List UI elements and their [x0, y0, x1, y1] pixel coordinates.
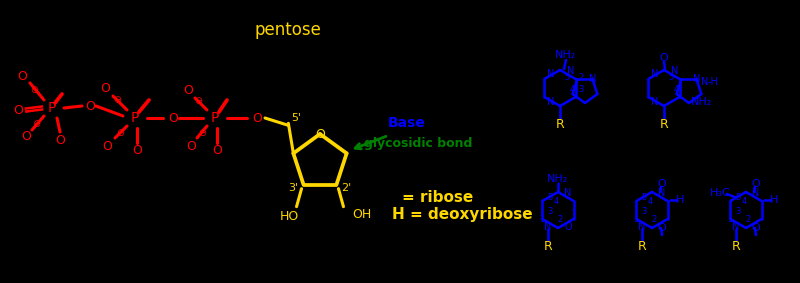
Text: O: O — [658, 179, 666, 189]
Text: 4: 4 — [647, 198, 653, 207]
Text: 2: 2 — [578, 74, 584, 83]
Text: O: O — [17, 70, 27, 83]
Text: P: P — [131, 111, 139, 125]
Text: P: P — [211, 111, 219, 125]
Text: N: N — [702, 77, 709, 87]
Text: O: O — [752, 179, 760, 189]
Text: O: O — [13, 104, 23, 117]
Text: ⊖: ⊖ — [116, 128, 124, 138]
Text: N: N — [651, 97, 658, 107]
Text: O: O — [102, 140, 112, 153]
Text: O: O — [132, 145, 142, 158]
Text: 1: 1 — [727, 215, 733, 224]
Text: 5': 5' — [291, 113, 302, 123]
Text: N: N — [547, 97, 554, 107]
Text: 4: 4 — [554, 198, 558, 207]
Text: R: R — [660, 119, 668, 132]
Text: HO: HO — [280, 210, 299, 223]
Text: O: O — [658, 223, 666, 233]
Text: 4: 4 — [742, 198, 746, 207]
Text: = ribose: = ribose — [402, 190, 474, 205]
Text: 4: 4 — [570, 85, 574, 95]
Text: N: N — [671, 66, 678, 76]
Text: R: R — [556, 119, 564, 132]
Text: 5: 5 — [564, 74, 570, 83]
Text: 5: 5 — [735, 194, 741, 203]
Text: ⊖: ⊖ — [113, 95, 121, 105]
Text: O: O — [660, 53, 668, 63]
Text: pentose: pentose — [254, 21, 322, 39]
Text: 1: 1 — [634, 215, 638, 224]
Text: N: N — [564, 188, 572, 198]
Text: 5: 5 — [547, 194, 553, 203]
Text: O: O — [183, 85, 193, 98]
Text: O: O — [168, 112, 178, 125]
Text: 3: 3 — [735, 207, 741, 216]
Text: P: P — [48, 101, 56, 115]
Text: N: N — [638, 222, 646, 232]
Text: 3: 3 — [578, 85, 584, 95]
Text: O: O — [315, 128, 325, 140]
Text: N: N — [651, 69, 658, 79]
Text: 3: 3 — [642, 207, 646, 216]
Text: ⊖: ⊖ — [194, 96, 202, 106]
Text: O: O — [752, 223, 760, 233]
Text: N: N — [658, 188, 666, 198]
Text: OH: OH — [353, 208, 372, 221]
Text: -H: -H — [707, 77, 718, 87]
Text: 5: 5 — [668, 74, 674, 83]
Text: N: N — [567, 66, 574, 76]
Text: ⊖: ⊖ — [30, 85, 38, 95]
Text: O: O — [564, 222, 572, 232]
Text: O: O — [186, 140, 196, 153]
Text: H = deoxyribose: H = deoxyribose — [392, 207, 533, 222]
Text: Base: Base — [388, 116, 426, 130]
Text: R: R — [732, 241, 740, 254]
Text: NH₂: NH₂ — [547, 174, 569, 184]
Text: O: O — [55, 134, 65, 147]
Text: 3': 3' — [289, 183, 298, 193]
Text: H₃C: H₃C — [710, 188, 730, 198]
Text: 2: 2 — [746, 215, 750, 224]
Text: 4: 4 — [674, 85, 678, 95]
Text: N: N — [590, 74, 597, 84]
Text: O: O — [252, 112, 262, 125]
Text: H: H — [676, 195, 684, 205]
Text: O: O — [212, 145, 222, 158]
Text: 2: 2 — [651, 215, 657, 224]
Text: N: N — [732, 222, 740, 232]
Text: ⊖: ⊖ — [32, 119, 40, 129]
Text: N: N — [752, 188, 760, 198]
Text: N: N — [547, 69, 554, 79]
Text: O: O — [100, 82, 110, 95]
Text: H: H — [770, 195, 778, 205]
Text: 2': 2' — [342, 183, 351, 193]
Text: 1: 1 — [539, 215, 545, 224]
Text: N: N — [694, 74, 701, 84]
Text: 2: 2 — [558, 215, 562, 224]
Text: O: O — [21, 130, 31, 143]
Text: NH₂: NH₂ — [691, 97, 713, 107]
Text: R: R — [544, 241, 552, 254]
Text: 5: 5 — [642, 194, 646, 203]
Text: N: N — [544, 222, 552, 232]
Text: glycosidic bond: glycosidic bond — [365, 137, 473, 150]
Text: ⊖: ⊖ — [198, 128, 206, 138]
Text: NH₂: NH₂ — [555, 50, 577, 60]
Text: 3: 3 — [547, 207, 553, 216]
Text: O: O — [85, 100, 95, 113]
Text: R: R — [638, 241, 646, 254]
